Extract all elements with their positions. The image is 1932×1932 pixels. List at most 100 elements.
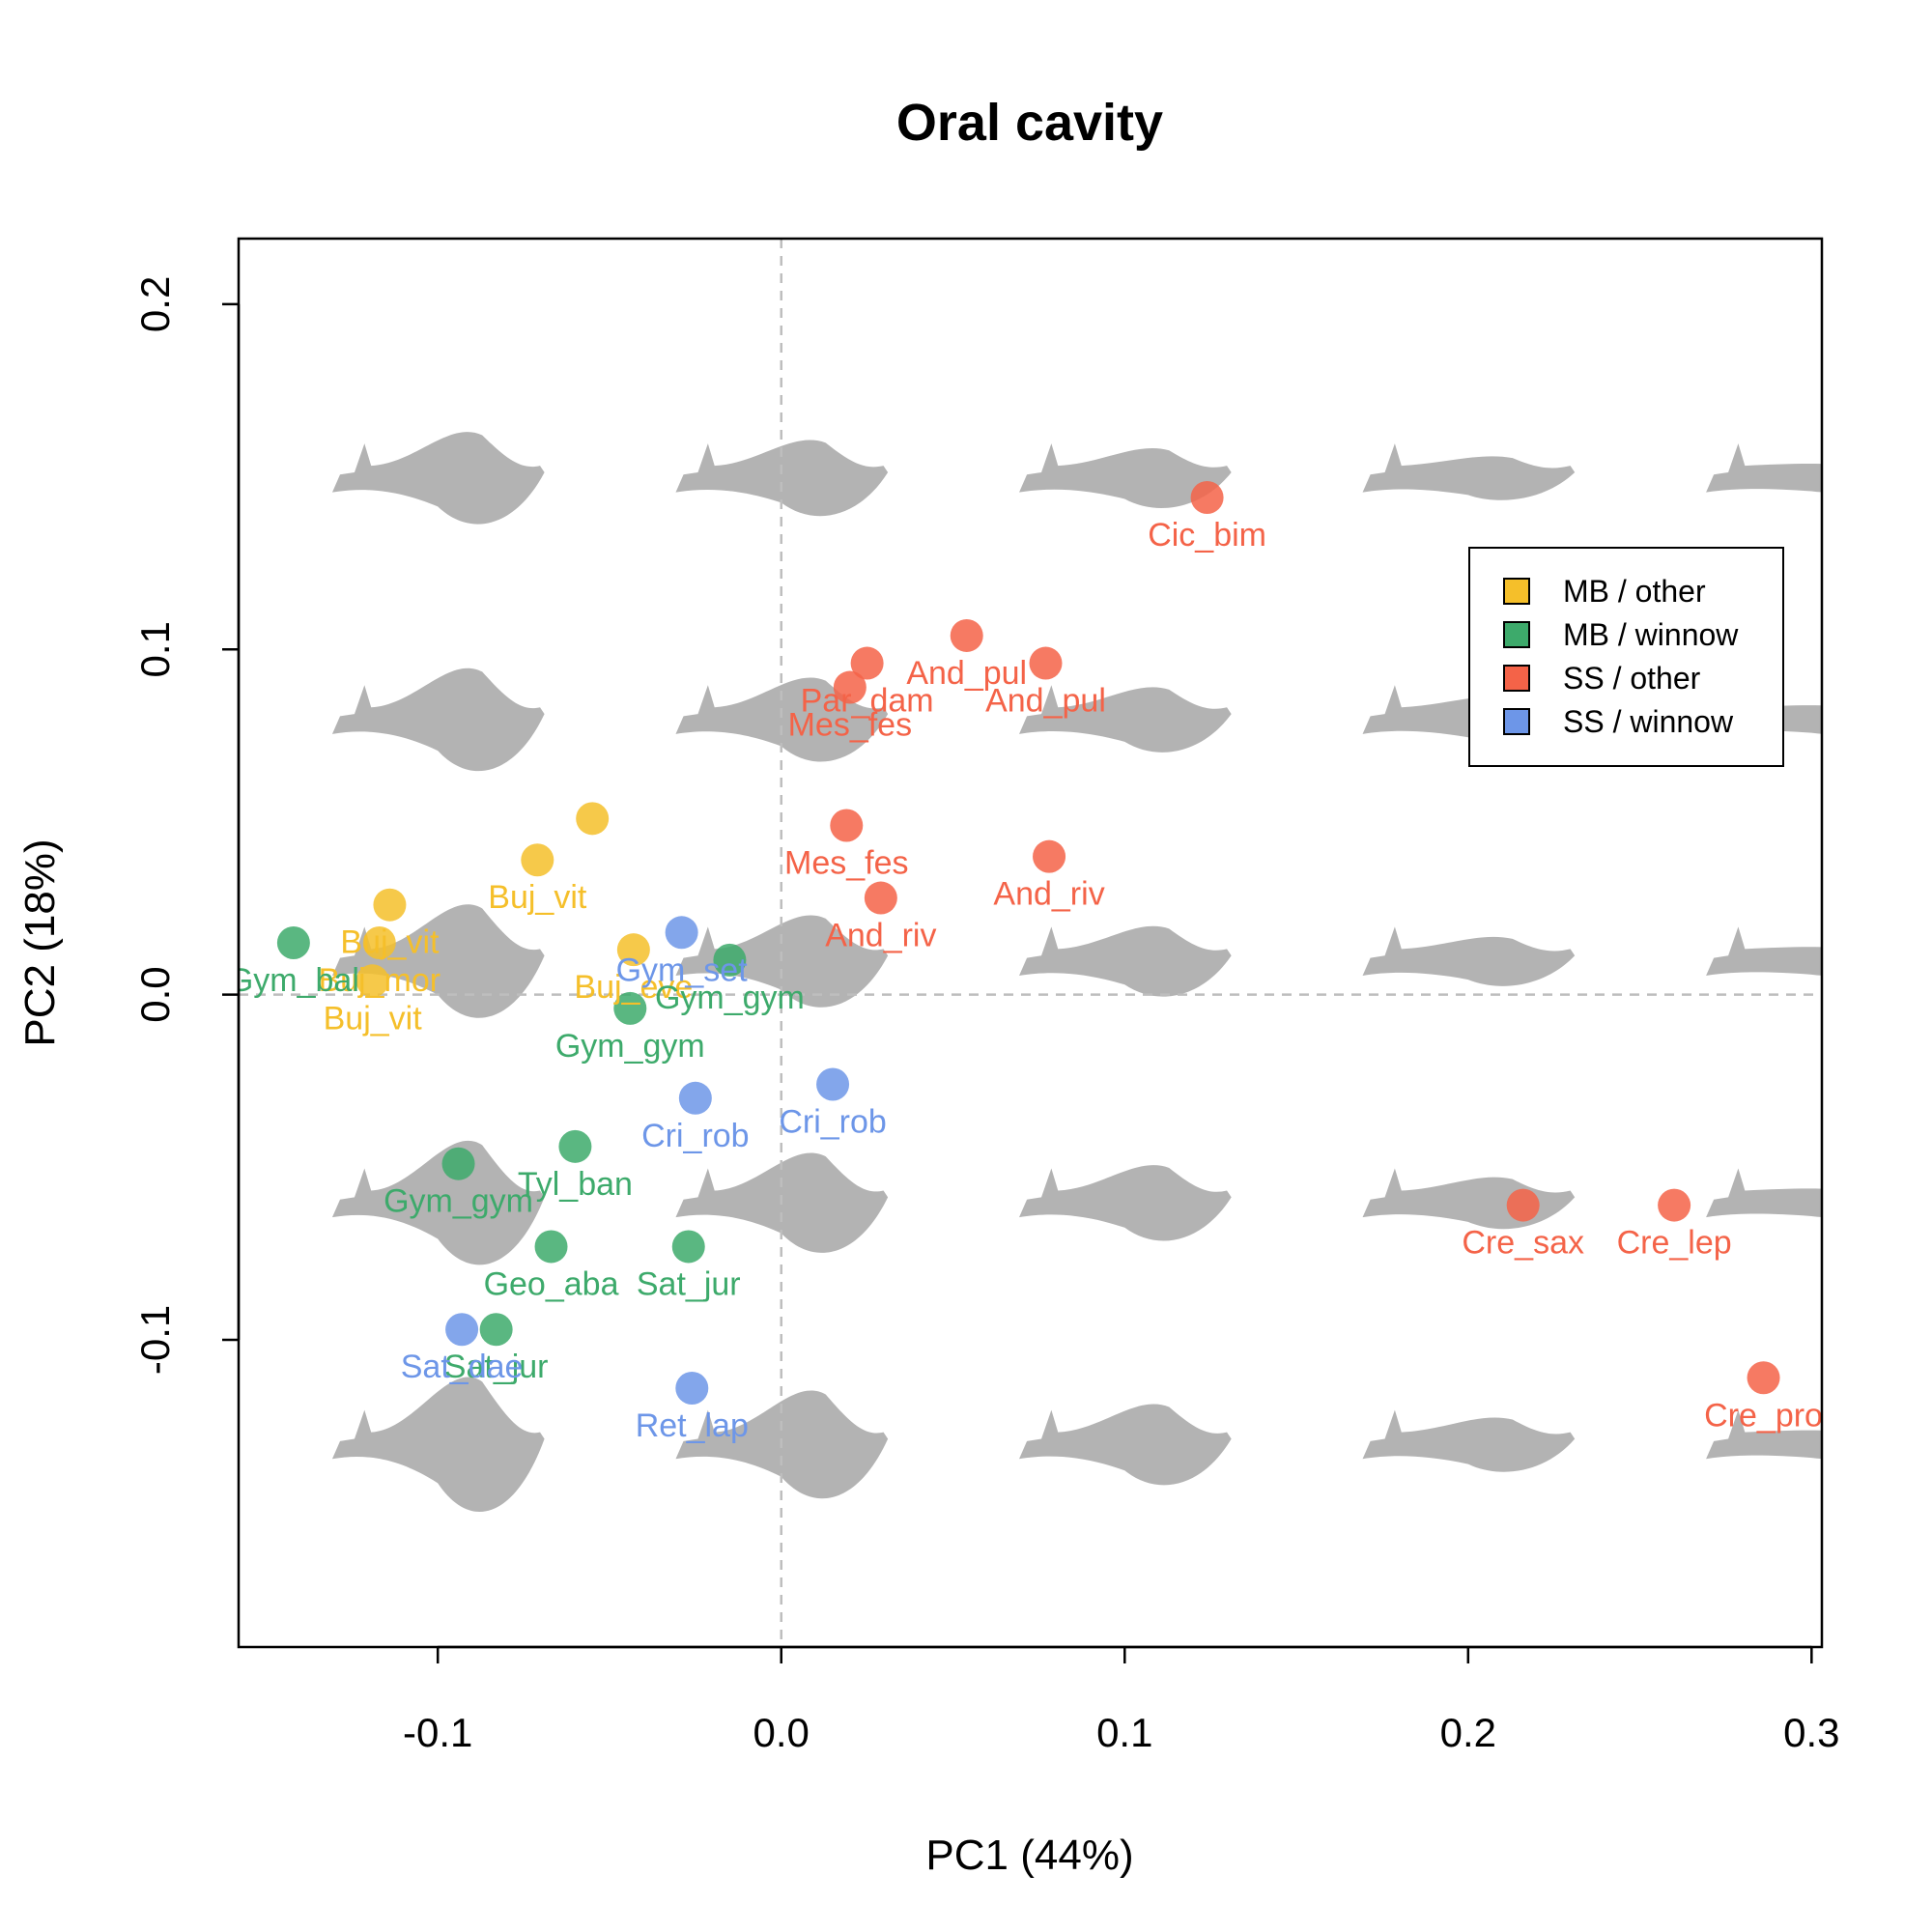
point-label: Ret_lap	[636, 1407, 749, 1444]
point-label: Gym_gym	[655, 980, 805, 1016]
data-point	[816, 1067, 850, 1101]
data-point	[276, 926, 310, 959]
mandible-shape	[1706, 443, 1822, 493]
mandible-shape	[331, 1377, 545, 1512]
data-point	[1029, 646, 1063, 680]
mandible-shape	[331, 1140, 545, 1265]
data-point	[355, 964, 389, 998]
point-label: Sat_jur	[637, 1265, 741, 1302]
point-label: And_riv	[993, 876, 1104, 913]
point-label: Gym_gym	[555, 1028, 705, 1065]
point-label: Cri_rob	[779, 1104, 886, 1141]
mandible-shape	[1019, 685, 1232, 753]
mandible-shape-outline	[1019, 443, 1232, 508]
data-point	[613, 991, 647, 1025]
mandible-shape-outline	[1362, 1409, 1576, 1472]
data-point	[1747, 1361, 1780, 1395]
data-point	[558, 1129, 592, 1163]
data-point	[950, 618, 983, 652]
mandible-shape	[1019, 1165, 1232, 1241]
data-point	[830, 809, 864, 842]
mandible-shape-outline	[1362, 1168, 1576, 1230]
point-label: Cic_bim	[1148, 517, 1266, 554]
point-label: And_riv	[825, 918, 936, 954]
y-tick-label: 0.2	[132, 276, 178, 332]
point-label: Cri_rob	[641, 1118, 749, 1154]
data-point	[678, 1081, 712, 1115]
point-label: Gym_bal	[228, 962, 359, 999]
x-tick-label: 0.2	[1440, 1710, 1496, 1755]
mandible-shape-outline	[1019, 1404, 1232, 1486]
data-point	[576, 802, 610, 836]
x-axis-label: PC1 (44%)	[925, 1832, 1133, 1879]
mandible-shape-outline	[1019, 1165, 1232, 1241]
x-axis: -0.1 0.0 0.1 0.2 0.3	[403, 1645, 1840, 1755]
mandible-shape	[675, 915, 889, 1008]
x-tick-label: 0.1	[1096, 1710, 1152, 1755]
point-label: Buj_vit	[488, 879, 587, 916]
point-label: Buj_mor	[318, 962, 440, 999]
point-label: Gym_gym	[384, 1183, 533, 1220]
mandible-shape	[1362, 1168, 1576, 1230]
point-label: And_pul	[906, 655, 1027, 692]
point-labels: Buj_vitBuj_vitBuj_morBuj_vitBuj_eveGym_b…	[228, 517, 1823, 1444]
data-point	[1190, 481, 1224, 515]
point-label: Mes_fes	[788, 707, 913, 744]
mandible-shape-outline	[331, 904, 545, 1018]
data-point	[675, 1371, 709, 1405]
background-shapes	[331, 432, 1822, 1512]
x-tick-label: -0.1	[403, 1710, 472, 1755]
point-label: Par_dam	[801, 683, 934, 720]
point-label: Gym_set	[616, 952, 749, 988]
data-point	[441, 1147, 475, 1180]
data-point	[1033, 839, 1066, 873]
mandible-shape	[331, 904, 545, 1018]
legend-label: MB / winnow	[1563, 617, 1739, 652]
y-tick-label: 0.1	[132, 621, 178, 677]
mandible-shape-outline	[1019, 685, 1232, 753]
data-point	[1658, 1188, 1691, 1222]
point-label: Tyl_ban	[518, 1166, 633, 1203]
mandible-shape	[331, 668, 545, 772]
mandible-shape-outline	[331, 668, 545, 772]
point-label: Cre_pro	[1704, 1397, 1823, 1434]
point-label: Geo_aba	[484, 1265, 619, 1302]
mandible-shape-outline	[1019, 925, 1232, 997]
data-point	[850, 646, 884, 680]
legend-label: MB / other	[1563, 574, 1706, 609]
data-point	[713, 943, 747, 977]
mandible-shape	[1362, 443, 1576, 500]
mandible-shape-outline	[1706, 1409, 1822, 1460]
point-label: Sat_jur	[444, 1349, 549, 1385]
mandible-shape-outline	[1362, 443, 1576, 500]
x-tick-label: 0.3	[1783, 1710, 1839, 1755]
mandible-shape-outline	[675, 677, 889, 762]
mandible-shape-outline	[331, 432, 545, 525]
point-label: Cre_sax	[1462, 1225, 1584, 1262]
data-point	[833, 670, 867, 704]
chart-title: Oral cavity	[896, 94, 1163, 152]
data-point	[373, 888, 407, 922]
mandible-shape	[1706, 1409, 1822, 1460]
data-point	[665, 916, 698, 950]
data-point	[479, 1313, 513, 1347]
point-label: Sat_dae	[401, 1349, 524, 1385]
x-tick-label: 0.0	[753, 1710, 810, 1755]
mandible-shape-outline	[331, 1377, 545, 1512]
mandible-shape	[331, 432, 545, 525]
mandible-shape	[1362, 1409, 1576, 1472]
mandible-shape-outline	[331, 1140, 545, 1265]
mandible-shape-outline	[1706, 443, 1822, 493]
mandible-shape	[1362, 926, 1576, 986]
mandible-shape	[1019, 1404, 1232, 1486]
mandible-shape	[675, 677, 889, 762]
legend: MB / other MB / winnow SS / other SS / winn…	[1468, 547, 1784, 767]
data-point	[671, 1230, 705, 1264]
data-point	[445, 1313, 479, 1347]
mandible-shape-outline	[675, 440, 889, 517]
reference-lines	[239, 239, 1822, 1647]
data-point	[521, 843, 554, 877]
legend-swatch	[1503, 708, 1530, 735]
legend-label: SS / other	[1563, 661, 1701, 696]
